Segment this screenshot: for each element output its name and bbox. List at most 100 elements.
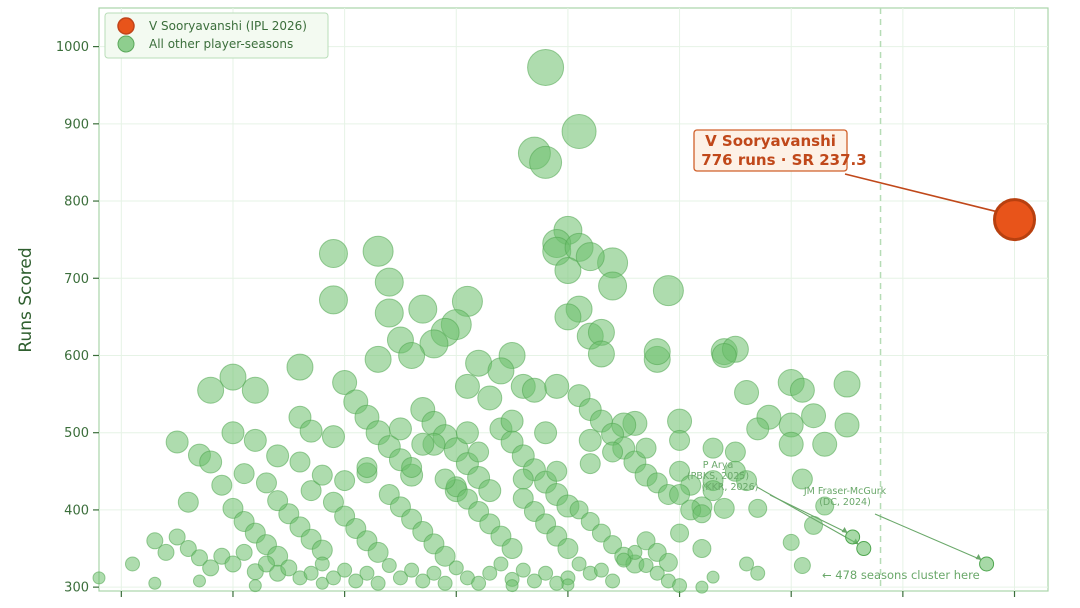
data-point: [415, 573, 431, 589]
annotated-point: [979, 556, 995, 572]
data-point: [487, 357, 515, 385]
callout-title: V Sooryavanshi: [705, 132, 836, 150]
data-point: [318, 285, 348, 315]
data-point: [332, 370, 358, 396]
data-point: [692, 539, 712, 559]
data-point: [534, 421, 558, 445]
data-point: [471, 575, 487, 591]
data-point: [211, 474, 233, 496]
data-point: [652, 275, 684, 307]
annotation-arrow: [769, 494, 848, 534]
data-point: [636, 531, 656, 551]
annotations: P Arya(PBKS, 2025)(KKR, 2026) JM Fraser-M…: [687, 460, 995, 572]
data-point: [521, 377, 547, 403]
data-point: [314, 556, 330, 572]
data-point: [527, 48, 565, 86]
y-axis-label: Runs Scored: [16, 247, 36, 352]
data-point: [603, 535, 623, 555]
data-point: [401, 456, 423, 478]
data-point: [557, 538, 579, 560]
data-point: [148, 576, 162, 590]
data-point: [478, 479, 502, 503]
data-point: [667, 408, 693, 434]
data-point: [408, 294, 438, 324]
data-point: [179, 540, 197, 558]
data-point: [404, 562, 420, 578]
data-point: [501, 538, 523, 560]
data-point: [746, 417, 770, 441]
data-point: [411, 432, 435, 456]
annotated-point: [845, 529, 861, 545]
data-point: [255, 472, 277, 494]
legend-marker-others: [117, 35, 135, 53]
highlight-point: [993, 198, 1037, 242]
data-point: [538, 565, 554, 581]
data-point: [434, 545, 456, 567]
data-point: [455, 421, 479, 445]
data-point: [605, 573, 621, 589]
data-point: [364, 345, 392, 373]
data-point: [598, 271, 628, 301]
data-point: [199, 450, 223, 474]
data-point: [388, 417, 412, 441]
data-point: [627, 544, 643, 560]
annotation-arrowhead: [841, 526, 848, 533]
callout-box: [693, 129, 848, 172]
data-point: [493, 556, 509, 572]
data-point: [235, 543, 253, 561]
data-point: [643, 338, 671, 366]
data-point: [381, 558, 397, 574]
data-point: [321, 425, 345, 449]
data-point: [638, 558, 654, 574]
data-point: [578, 428, 602, 452]
data-point: [554, 257, 582, 285]
data-point: [299, 419, 323, 443]
data-point: [672, 578, 688, 594]
data-point: [692, 504, 712, 524]
data-point: [812, 431, 838, 457]
data-point: [280, 559, 298, 577]
data-point: [616, 552, 632, 568]
annotated-point: [856, 541, 872, 557]
data-point: [791, 468, 813, 490]
data-point: [374, 267, 404, 297]
data-point: [571, 556, 587, 572]
data-point: [337, 562, 353, 578]
data-point: [587, 340, 615, 368]
data-point: [434, 468, 456, 490]
data-point: [669, 429, 691, 451]
data-point: [146, 532, 164, 550]
data-point: [241, 376, 269, 404]
data-point: [702, 480, 724, 502]
data-point: [793, 557, 811, 575]
data-point: [706, 570, 720, 584]
legend-marker-highlight: [117, 17, 135, 35]
data-point: [702, 437, 724, 459]
data-point: [356, 456, 378, 478]
y-tick-label: 500: [64, 426, 89, 441]
data-point: [561, 578, 575, 592]
data-point: [419, 329, 449, 359]
data-point: [124, 556, 140, 572]
y-tick-label: 800: [64, 195, 89, 210]
data-point: [575, 242, 605, 272]
data-point: [593, 562, 609, 578]
data-point: [398, 341, 426, 369]
legend-box: [104, 12, 329, 59]
data-point: [602, 441, 624, 463]
data-point: [221, 421, 245, 445]
data-point: [736, 470, 758, 492]
data-point: [219, 363, 247, 391]
data-point: [833, 370, 861, 398]
data-point: [266, 444, 290, 468]
data-point: [635, 437, 657, 459]
data-point: [750, 565, 766, 581]
y-tick-label: 300: [64, 581, 89, 596]
data-point: [92, 571, 106, 585]
data-point: [243, 428, 267, 452]
legend-label-highlight: V Sooryavanshi (IPL 2026): [149, 19, 307, 33]
data-point: [748, 498, 768, 518]
data-point: [695, 580, 709, 594]
x-axis-ticks: [120, 591, 1016, 597]
